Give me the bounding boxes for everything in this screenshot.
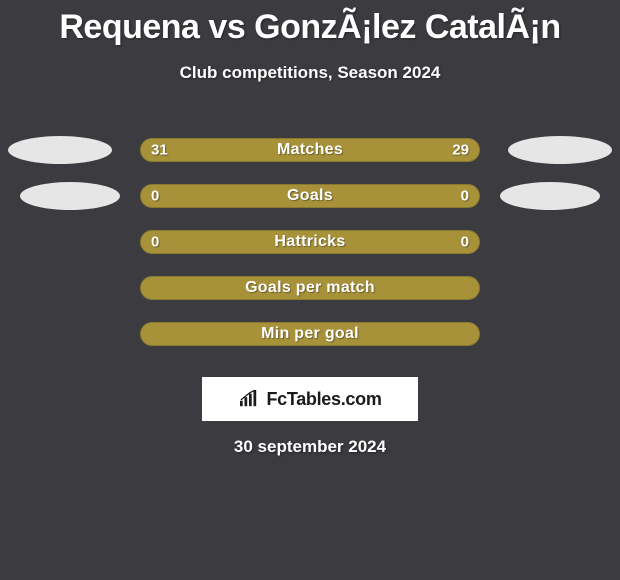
- stat-value-left: 0: [151, 188, 159, 205]
- stat-bar: 31 Matches 29: [140, 138, 480, 162]
- player-left-indicator: [20, 182, 120, 210]
- bar-chart-icon: [238, 390, 260, 408]
- player-right-indicator: [508, 136, 612, 164]
- snapshot-date: 30 september 2024: [0, 437, 620, 457]
- page-subtitle: Club competitions, Season 2024: [0, 63, 620, 83]
- stat-bar: Min per goal: [140, 322, 480, 346]
- stat-row-goals: 0 Goals 0: [0, 173, 620, 219]
- stat-value-right: 0: [461, 188, 469, 205]
- stat-label: Goals: [287, 187, 333, 205]
- stat-label: Hattricks: [274, 233, 345, 251]
- stat-row-min-per-goal: Min per goal: [0, 311, 620, 357]
- stat-label: Goals per match: [245, 279, 375, 297]
- stat-bar: 0 Hattricks 0: [140, 230, 480, 254]
- source-logo-text: FcTables.com: [266, 389, 381, 410]
- stat-row-hattricks: 0 Hattricks 0: [0, 219, 620, 265]
- stat-value-right: 29: [452, 142, 469, 159]
- stat-bar: 0 Goals 0: [140, 184, 480, 208]
- stat-rows: 31 Matches 29 0 Goals 0 0 Hattricks 0 Go…: [0, 127, 620, 357]
- stat-value-right: 0: [461, 234, 469, 251]
- stat-value-left: 31: [151, 142, 168, 159]
- stat-label: Matches: [277, 141, 343, 159]
- stat-bar: Goals per match: [140, 276, 480, 300]
- player-right-indicator: [500, 182, 600, 210]
- stat-label: Min per goal: [261, 325, 359, 343]
- stat-row-matches: 31 Matches 29: [0, 127, 620, 173]
- player-left-indicator: [8, 136, 112, 164]
- stat-row-goals-per-match: Goals per match: [0, 265, 620, 311]
- source-logo: FcTables.com: [202, 377, 418, 421]
- page-title: Requena vs GonzÃ¡lez CatalÃ¡n: [0, 0, 620, 47]
- stat-value-left: 0: [151, 234, 159, 251]
